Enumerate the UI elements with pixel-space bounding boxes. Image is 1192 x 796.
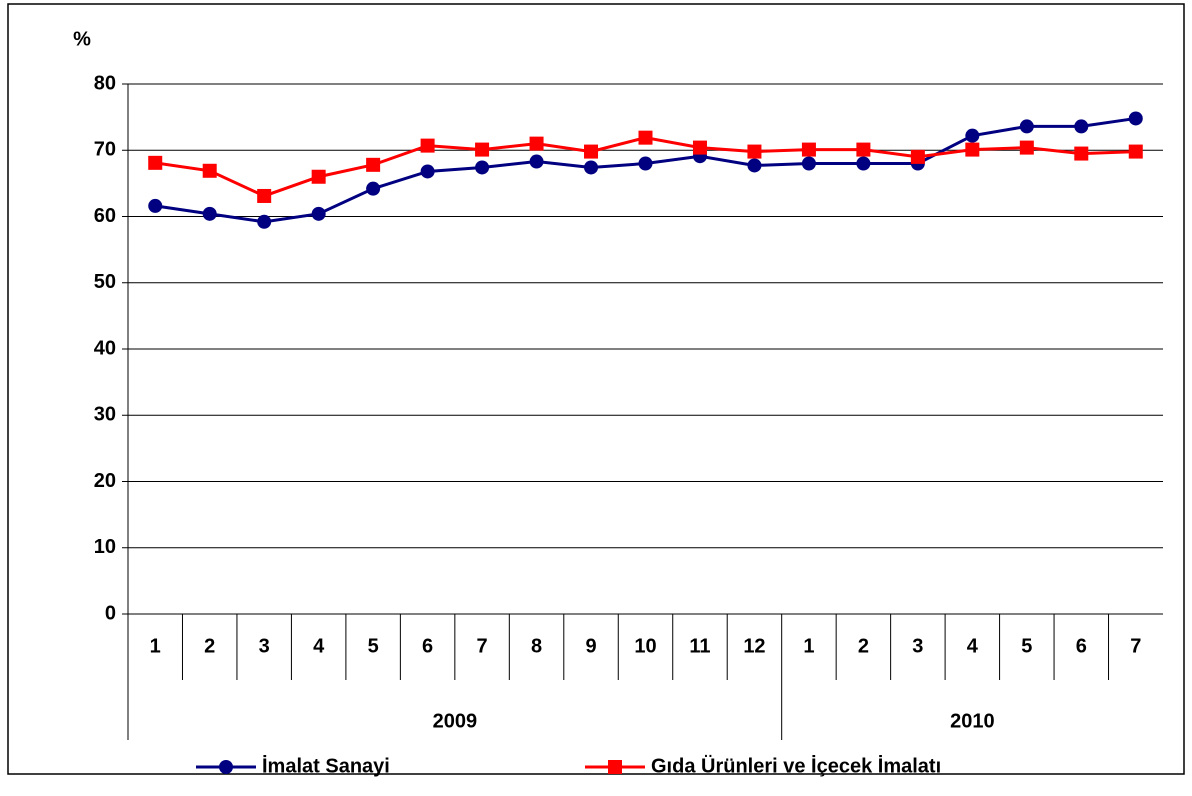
x-tick-label: 7 [477,635,488,657]
point [257,188,272,203]
x-tick-label: 7 [1130,635,1141,657]
x-tick-label: 3 [912,635,923,657]
legend-marker [608,760,622,774]
point [475,142,490,157]
point [202,163,217,178]
point [692,140,707,155]
x-tick-label: 5 [368,635,379,657]
point [475,160,490,175]
x-tick-label: 6 [422,635,433,657]
point [965,142,980,157]
point [584,160,599,175]
point [148,155,163,170]
point [801,142,816,157]
x-tick-label: 5 [1021,635,1032,657]
y-tick-label: 0 [105,602,116,624]
point [311,169,326,184]
point [148,198,163,213]
y-tick-label: 60 [94,205,116,227]
y-tick-label: 50 [94,271,116,293]
y-tick-label: 40 [94,337,116,359]
point [856,156,871,171]
point [1128,144,1143,159]
legend-label: İmalat Sanayi [262,754,390,777]
x-tick-label: 4 [967,635,979,657]
point [747,144,762,159]
point [366,181,381,196]
point [202,206,217,221]
point [856,142,871,157]
x-tick-label: 8 [531,635,542,657]
x-tick-label: 9 [585,635,596,657]
y-tick-label: 20 [94,470,116,492]
y-tick-label: 30 [94,404,116,426]
point [420,138,435,153]
group-label: 2010 [950,710,995,732]
y-axis-label: % [73,28,91,50]
chart-frame [7,3,1185,775]
point [638,156,653,171]
point [1074,146,1089,161]
point [1128,111,1143,126]
y-tick-label: 10 [94,536,116,558]
point [1074,119,1089,134]
x-tick-label: 12 [743,635,765,657]
x-tick-label: 3 [259,635,270,657]
x-tick-label: 1 [150,635,161,657]
point [311,206,326,221]
x-tick-label: 1 [803,635,814,657]
x-tick-label: 10 [634,635,656,657]
point [1019,140,1034,155]
point [638,130,653,145]
x-tick-label: 4 [313,635,325,657]
point [1019,119,1034,134]
x-tick-label: 2 [204,635,215,657]
x-tick-label: 6 [1076,635,1087,657]
point [801,156,816,171]
x-tick-label: 2 [858,635,869,657]
x-tick-label: 11 [689,635,710,657]
legend-marker [219,760,233,774]
point [529,154,544,169]
point [257,214,272,229]
point [747,158,762,173]
point [584,144,599,159]
point [965,128,980,143]
legend-label: Gıda Ürünleri ve İçecek İmalatı [651,754,941,777]
point [529,136,544,151]
point [420,164,435,179]
point [366,157,381,172]
y-tick-label: 80 [94,72,116,94]
point [910,149,925,164]
group-label: 2009 [433,710,478,732]
y-tick-label: 70 [94,139,116,161]
